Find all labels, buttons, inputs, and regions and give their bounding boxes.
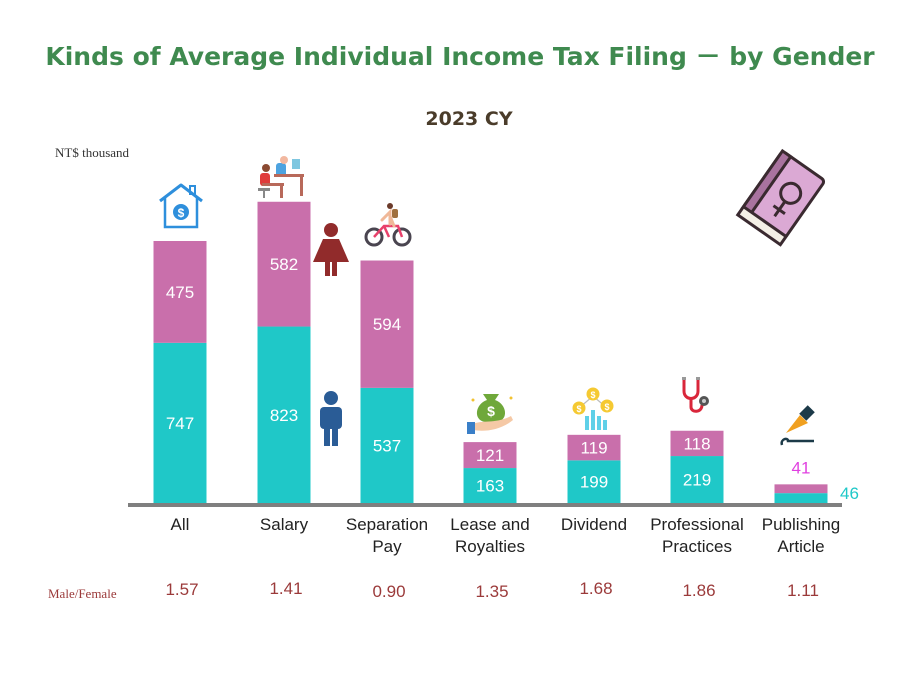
x-tick-label: Lease and Royalties bbox=[450, 515, 529, 556]
bar-group: 747 475 bbox=[153, 241, 207, 503]
bar-male bbox=[463, 468, 517, 503]
data-label-male: 163 bbox=[476, 477, 504, 496]
ratio-value: 1.11 bbox=[787, 581, 819, 600]
data-label-male: 537 bbox=[373, 436, 401, 455]
ratio-value: 1.68 bbox=[579, 579, 612, 598]
ratio-row-label: Male/Female bbox=[48, 586, 117, 601]
data-label-female: 118 bbox=[683, 434, 710, 453]
bar-female bbox=[567, 434, 621, 461]
ratio-values: 1.57 1.41 0.90 1.35 1.68 1.86 1.11 bbox=[165, 579, 818, 601]
chart-subtitle: 2023 CY bbox=[425, 108, 512, 130]
bar-female bbox=[257, 201, 311, 327]
bar-group: 219 118 bbox=[670, 430, 724, 503]
x-tick-label: Dividend bbox=[561, 515, 627, 534]
bar-female bbox=[670, 430, 724, 457]
data-label-female: 41 bbox=[792, 458, 811, 477]
ratio-value: 0.90 bbox=[372, 582, 405, 601]
y-axis-unit-label: NT$ thousand bbox=[55, 145, 130, 160]
x-tick-label: All bbox=[171, 515, 190, 534]
bar-group: 823 582 bbox=[257, 201, 311, 503]
stethoscope-icon bbox=[682, 377, 709, 413]
icons-layer: $ $ $ $ $ bbox=[159, 148, 826, 446]
svg-text:$: $ bbox=[590, 390, 595, 400]
data-label-female: 582 bbox=[270, 255, 298, 274]
data-label-male: 219 bbox=[683, 471, 711, 490]
svg-text:$: $ bbox=[178, 206, 185, 220]
bar-male bbox=[153, 342, 207, 503]
bar-female bbox=[153, 241, 207, 343]
bar-female bbox=[360, 260, 414, 388]
data-label-male: 46 bbox=[840, 484, 859, 503]
bar-male bbox=[670, 456, 724, 503]
x-tick-labels: All Salary Separation Pay Lease and Royalties… bbox=[171, 515, 841, 556]
money-bag-hand-icon: $ bbox=[467, 394, 513, 434]
data-label-male: 747 bbox=[166, 414, 194, 433]
data-label-female: 121 bbox=[476, 446, 504, 465]
bar-male bbox=[360, 387, 414, 503]
ratio-value: 1.41 bbox=[269, 579, 302, 598]
x-tick-label: Salary bbox=[260, 515, 309, 534]
bar-group: 41 46 bbox=[774, 458, 859, 503]
bar-female bbox=[463, 442, 517, 469]
ratio-value: 1.57 bbox=[165, 580, 198, 599]
svg-text:$: $ bbox=[604, 402, 609, 412]
bar-male bbox=[774, 493, 828, 503]
bar-male bbox=[567, 460, 621, 503]
x-axis-line bbox=[128, 503, 842, 507]
data-label-female: 594 bbox=[373, 315, 401, 334]
data-label-female: 475 bbox=[166, 283, 194, 302]
data-label-female: 119 bbox=[580, 439, 607, 458]
svg-text:$: $ bbox=[487, 403, 495, 419]
data-label-male: 823 bbox=[270, 406, 298, 425]
office-workers-icon bbox=[258, 156, 304, 198]
ratio-value: 1.86 bbox=[682, 581, 715, 600]
x-tick-label: Publishing Article bbox=[762, 515, 840, 556]
bar-group: 163 121 bbox=[463, 442, 517, 503]
fountain-pen-icon bbox=[780, 405, 815, 446]
male-person-icon bbox=[320, 391, 342, 446]
coins-chart-icon: $ $ $ bbox=[572, 387, 614, 430]
house-dollar-icon: $ bbox=[159, 183, 203, 229]
x-tick-label: Professional Practices bbox=[650, 515, 744, 556]
svg-text:$: $ bbox=[576, 404, 581, 414]
ratio-value: 1.35 bbox=[475, 582, 508, 601]
female-symbol-book-icon bbox=[735, 148, 826, 247]
bar-group: 199 119 bbox=[567, 434, 621, 503]
bars-layer: 747 475 823 582 537 594 163 121 199 119 219 118 41 46 bbox=[153, 201, 859, 503]
bar-group: 537 594 bbox=[360, 260, 414, 503]
data-label-male: 199 bbox=[580, 473, 608, 492]
bar-female bbox=[774, 484, 828, 494]
chart-title: Kinds of Average Individual Income Tax F… bbox=[45, 42, 875, 71]
bar-male bbox=[257, 326, 311, 503]
x-tick-label: Separation Pay bbox=[346, 515, 428, 556]
cyclist-icon bbox=[364, 203, 412, 247]
female-person-icon bbox=[313, 223, 349, 276]
